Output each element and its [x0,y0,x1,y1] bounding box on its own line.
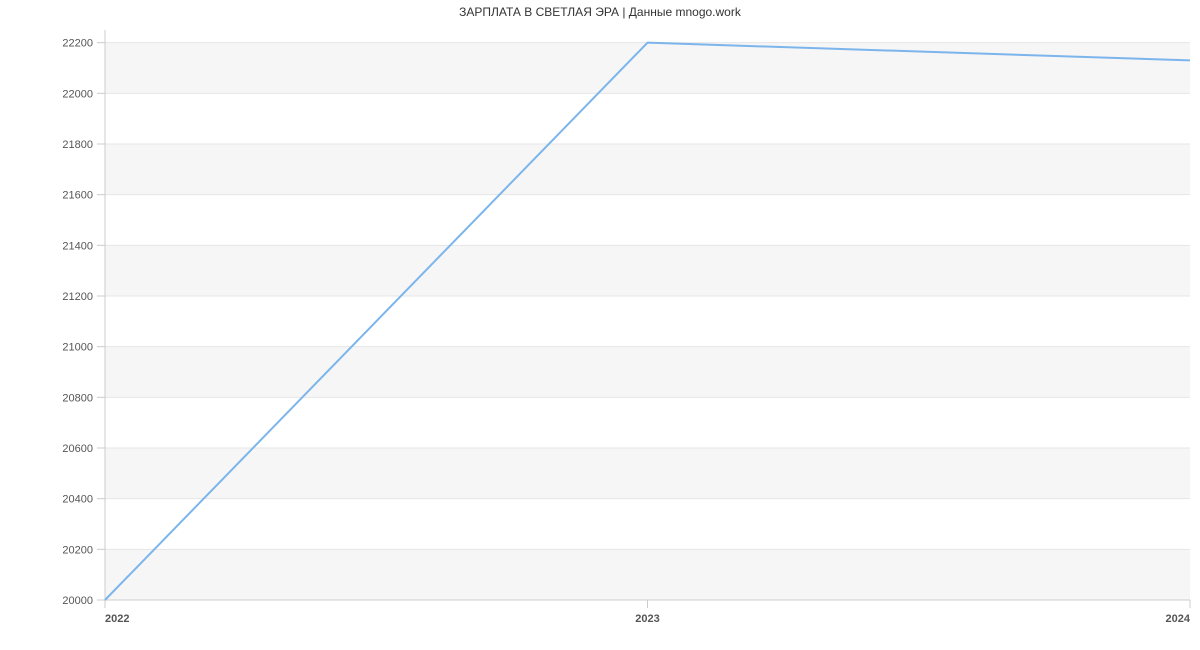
y-tick-label: 20000 [62,595,93,607]
y-tick-label: 20800 [62,392,93,404]
y-tick-label: 22200 [62,38,93,50]
chart-svg: 20000 20200 20400 20600 20800 21000 21200 21400… [0,0,1200,650]
x-tick-label: 2023 [635,613,659,625]
y-tick-label: 20200 [62,544,93,556]
y-tick-label: 20400 [62,494,93,506]
y-tick-label: 21600 [62,190,93,202]
chart-title: ЗАРПЛАТА В СВЕТЛАЯ ЭРА | Данные mnogo.wo… [459,5,742,19]
y-tick-label: 21400 [62,240,93,252]
salary-line-chart: 20000 20200 20400 20600 20800 21000 21200 21400… [0,0,1200,650]
y-tick-label: 21800 [62,139,93,151]
y-tick-label: 20600 [62,443,93,455]
y-tick-label: 22000 [62,88,93,100]
x-tick-label: 2022 [105,613,129,625]
y-tick-label: 21000 [62,342,93,354]
x-tick-label: 2024 [1166,613,1191,625]
y-tick-label: 21200 [62,291,93,303]
